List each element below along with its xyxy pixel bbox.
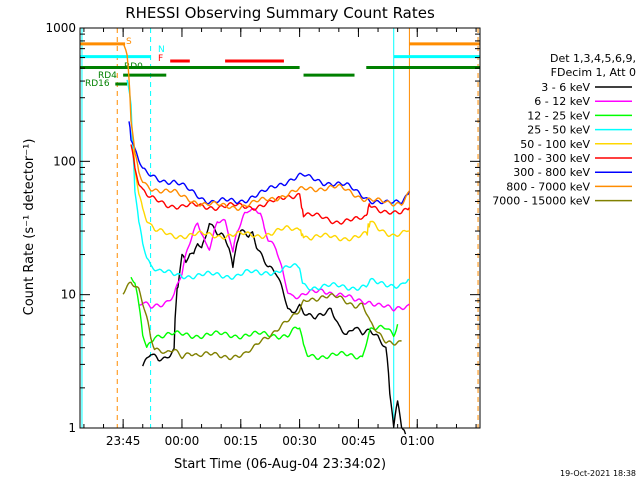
flag-label-f: F bbox=[158, 54, 163, 64]
flag-label-rd0: RD0 bbox=[124, 62, 143, 72]
y-axis-label: Count Rate (s⁻¹ detector⁻¹) bbox=[22, 139, 37, 316]
flag-label-rd4: RD4 bbox=[98, 71, 117, 81]
series-line-0 bbox=[142, 222, 407, 435]
flag-label-n: N bbox=[158, 45, 165, 55]
y-tick-label-1: 10 bbox=[61, 288, 76, 302]
legend-label-5: 100 - 300 keV bbox=[513, 152, 590, 165]
x-tick-label-2: 00:15 bbox=[223, 434, 258, 448]
flag-label-rd16: RD16 bbox=[85, 79, 110, 89]
legend-label-8: 7000 - 15000 keV bbox=[492, 195, 590, 208]
legend-label-3: 25 - 50 keV bbox=[527, 124, 590, 137]
legend-label-1: 6 - 12 keV bbox=[534, 95, 590, 108]
series-line-8 bbox=[122, 281, 402, 361]
timestamp: 19-Oct-2021 18:38 bbox=[560, 469, 636, 478]
x-axis-label: Start Time (06-Aug-04 23:34:02) bbox=[174, 457, 386, 472]
series-line-2 bbox=[130, 276, 399, 361]
legend-label-4: 50 - 100 keV bbox=[520, 138, 590, 151]
series-line-5 bbox=[130, 144, 410, 225]
axes: 1 10 100 1000 23:45 00:00 00:15 00:30 00:45 01:00 bbox=[45, 21, 481, 448]
y-tick-label-3: 1000 bbox=[45, 21, 76, 35]
x-tick-label-1: 00:00 bbox=[165, 434, 200, 448]
series-line-3 bbox=[126, 79, 410, 291]
series-line-4 bbox=[132, 148, 410, 242]
legend: Det 1,3,4,5,6,9, FDecim 1, Att 0 3 - 6 k… bbox=[492, 52, 636, 208]
x-tick-label-3: 00:30 bbox=[282, 434, 317, 448]
chart-title: RHESSI Observing Summary Count Rates bbox=[125, 4, 435, 22]
series-line-6 bbox=[128, 121, 411, 205]
plot-background bbox=[80, 28, 480, 428]
vertical-markers bbox=[81, 28, 479, 428]
series-lines bbox=[122, 42, 411, 435]
x-tick-label-5: 01:00 bbox=[400, 434, 435, 448]
legend-label-2: 12 - 25 keV bbox=[527, 109, 590, 122]
x-tick-label-0: 23:45 bbox=[106, 434, 141, 448]
y-tick-label-2: 100 bbox=[53, 154, 76, 168]
plot-area bbox=[80, 28, 480, 428]
y-tick-label-0: 1 bbox=[68, 421, 76, 435]
legend-label-7: 800 - 7000 keV bbox=[506, 180, 590, 193]
series-line-1 bbox=[138, 207, 410, 312]
legend-header-line-1: Det 1,3,4,5,6,9, bbox=[550, 52, 636, 65]
series-line-7 bbox=[122, 42, 410, 212]
legend-header-line-2: FDecim 1, Att 0 bbox=[551, 66, 636, 79]
legend-label-6: 300 - 800 keV bbox=[513, 166, 590, 179]
x-tick-label-4: 00:45 bbox=[341, 434, 376, 448]
flag-label-s: S bbox=[126, 37, 132, 47]
legend-label-0: 3 - 6 keV bbox=[541, 81, 590, 94]
